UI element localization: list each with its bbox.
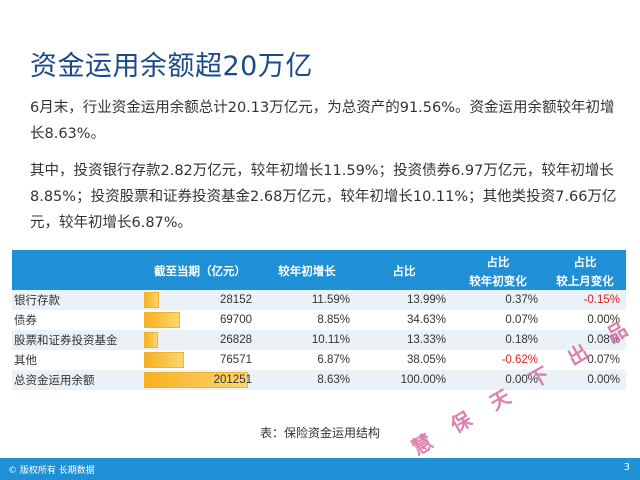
amount-data-bar (144, 352, 184, 368)
growth-value: 8.85% (258, 310, 356, 330)
share-mom-change: 0.00% (544, 310, 626, 330)
header-amount: 截至当期（亿元） (142, 250, 258, 290)
share-value: 13.33% (356, 330, 452, 350)
growth-value: 8.63% (258, 370, 356, 390)
page-title: 资金运用余额超20万亿 (30, 51, 313, 82)
copyright-text: © 版权所有 长期数据 (8, 466, 95, 476)
share-value: 34.63% (356, 310, 452, 330)
header-blank (12, 250, 142, 290)
share-ytd-change: -0.62% (452, 350, 544, 370)
header-share: 占比 (356, 250, 452, 290)
share-mom-change: 0.08% (544, 330, 626, 350)
amount-cell: 201251 (142, 370, 258, 390)
growth-value: 10.11% (258, 330, 356, 350)
row-label: 债券 (12, 310, 142, 330)
row-label: 银行存款 (12, 290, 142, 310)
row-label: 股票和证券投资基金 (12, 330, 142, 350)
amount-value: 76571 (220, 354, 252, 366)
summary-paragraph: 6月末，行业资金运用余额总计20.13万亿元，为总资产的91.56%。资金运用余… (30, 100, 615, 142)
amount-data-bar (144, 332, 158, 348)
share-ytd-change: 0.07% (452, 310, 544, 330)
row-label: 总资金运用余额 (12, 370, 142, 390)
table-row: 债券 69700 8.85% 34.63% 0.07% 0.00% (12, 310, 626, 330)
header-growth: 较年初增长 (258, 250, 356, 290)
header-share-mom-top: 占比 (544, 250, 626, 271)
amount-value: 28152 (220, 294, 252, 306)
amount-value: 201251 (213, 374, 252, 386)
amount-cell: 76571 (142, 350, 258, 370)
amount-cell: 69700 (142, 310, 258, 330)
amount-value: 26828 (220, 334, 252, 346)
table-row: 银行存款 28152 11.59% 13.99% 0.37% -0.15% (12, 290, 626, 310)
share-ytd-change: 0.18% (452, 330, 544, 350)
table-row: 其他 76571 6.87% 38.05% -0.62% 0.07% (12, 350, 626, 370)
share-mom-change: 0.07% (544, 350, 626, 370)
row-label: 其他 (12, 350, 142, 370)
amount-data-bar (144, 312, 180, 328)
amount-value: 69700 (220, 314, 252, 326)
growth-value: 6.87% (258, 350, 356, 370)
header-share-ytd-top: 占比 (452, 250, 544, 271)
fund-allocation-table: 截至当期（亿元） 较年初增长 占比 占比 占比 较年初变化 较上月变化 银行存款… (12, 250, 626, 390)
header-share-ytd-bottom: 较年初变化 (452, 271, 544, 290)
share-value: 38.05% (356, 350, 452, 370)
detail-paragraph: 其中，投资银行存款2.82万亿元，较年初增长11.59%；投资债券6.97万亿元… (30, 163, 617, 231)
table-row: 股票和证券投资基金 26828 10.11% 13.33% 0.18% 0.08% (12, 330, 626, 350)
growth-value: 11.59% (258, 290, 356, 310)
share-value: 100.00% (356, 370, 452, 390)
share-ytd-change: 0.00% (452, 370, 544, 390)
amount-cell: 26828 (142, 330, 258, 350)
header-share-mom-bottom: 较上月变化 (544, 271, 626, 290)
footer-bar: © 版权所有 长期数据 3 (0, 458, 640, 480)
amount-data-bar (144, 372, 248, 388)
amount-data-bar (144, 292, 159, 308)
table-row: 总资金运用余额 201251 8.63% 100.00% 0.00% 0.00% (12, 370, 626, 390)
page-number: 3 (623, 462, 630, 473)
share-mom-change: 0.00% (544, 370, 626, 390)
table-caption: 表：保险资金运用结构 (259, 426, 380, 440)
amount-cell: 28152 (142, 290, 258, 310)
share-value: 13.99% (356, 290, 452, 310)
share-ytd-change: 0.37% (452, 290, 544, 310)
share-mom-change: -0.15% (544, 290, 626, 310)
